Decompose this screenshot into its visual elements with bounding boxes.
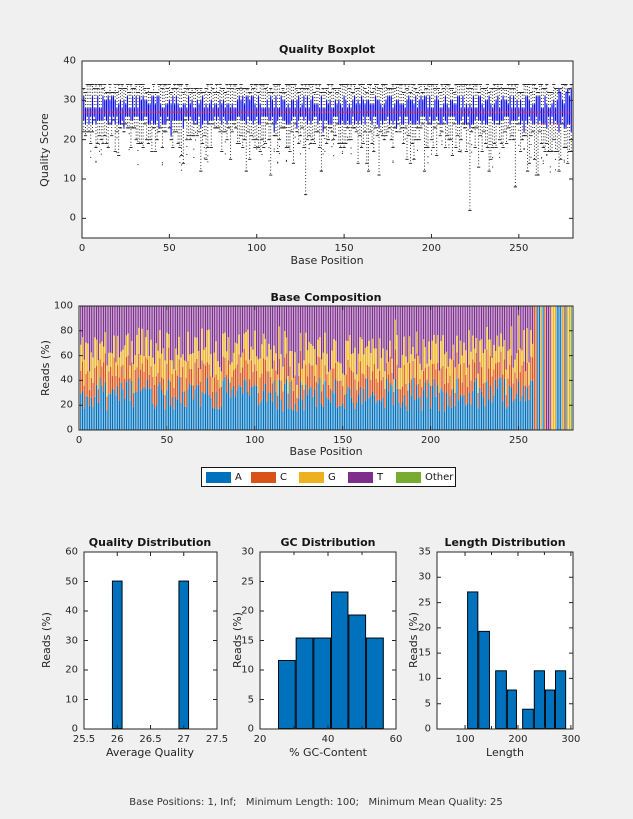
x-tick-label: 100	[247, 243, 267, 254]
y-tick-label: 25	[241, 576, 254, 587]
x-tick-label: 0	[75, 435, 83, 446]
x-tick-label: 250	[508, 435, 529, 446]
y-tick-label: 0	[71, 723, 78, 735]
x-tick-label: 300	[561, 734, 581, 745]
x-tick-label: 50	[162, 243, 176, 254]
x-tick-label: 27.5	[205, 734, 229, 745]
y-tick-label: 30	[65, 635, 78, 646]
y-tick-label: 15	[241, 635, 254, 646]
base-composition-legend: A C G T Other	[201, 467, 456, 487]
y-tick-label: 60	[60, 350, 73, 362]
gc-distribution-title: GC Distribution	[280, 536, 376, 549]
x-tick-label: 20	[253, 734, 267, 745]
y-tick-label: 60	[65, 546, 78, 558]
quality-boxplot-title: Quality Boxplot	[279, 43, 375, 56]
x-tick-label: 100	[245, 435, 265, 446]
y-tick-label: 10	[65, 694, 78, 705]
y-tick-label: 20	[63, 134, 76, 146]
legend-label-other: Other	[425, 472, 454, 483]
y-tick-label: 5	[424, 698, 431, 710]
x-tick-label: 60	[389, 734, 403, 745]
length-distribution-title: Length Distribution	[444, 536, 566, 549]
legend-swatch-other	[396, 472, 421, 483]
x-tick-label: 27	[177, 734, 191, 745]
x-tick-label: 25.5	[72, 734, 96, 745]
legend-label-a: A	[235, 472, 242, 483]
y-tick-label: 0	[69, 212, 76, 224]
y-tick-label: 15	[418, 647, 431, 659]
x-tick-label: 50	[160, 435, 174, 446]
y-tick-label: 5	[247, 694, 254, 705]
y-tick-label: 30	[63, 94, 76, 106]
y-tick-label: 20	[65, 664, 78, 676]
y-tick-label: 20	[60, 399, 73, 411]
length-distribution-ylabel: Reads (%)	[406, 612, 420, 668]
legend-label-t: T	[377, 472, 384, 483]
y-tick-label: 50	[65, 576, 78, 587]
legend-swatch-a	[206, 472, 231, 483]
y-tick-label: 40	[63, 55, 76, 67]
x-tick-label: 150	[334, 243, 354, 254]
x-tick-label: 200	[421, 435, 441, 446]
x-tick-label: 150	[333, 435, 353, 446]
y-tick-label: 100	[53, 300, 73, 312]
x-tick-label: 40	[321, 734, 335, 745]
gc-distribution-xlabel: % GC-Content	[289, 746, 367, 759]
x-tick-label: 100	[455, 734, 475, 745]
y-tick-label: 0	[247, 723, 254, 735]
base-composition-ylabel: Reads (%)	[38, 340, 52, 396]
quality-distribution-title: Quality Distribution	[88, 536, 212, 549]
y-tick-label: 30	[241, 546, 254, 558]
y-tick-label: 0	[424, 723, 431, 735]
x-tick-label: 0	[78, 243, 86, 254]
y-tick-label: 80	[60, 325, 73, 337]
y-tick-label: 0	[66, 424, 73, 436]
x-tick-label: 250	[509, 243, 529, 254]
y-tick-label: 25	[418, 597, 431, 609]
quality-distribution-xlabel: Average Quality	[106, 746, 194, 759]
quality-boxplot-xlabel: Base Position	[290, 254, 364, 267]
base-composition-xlabel: Base Position	[289, 445, 363, 458]
y-tick-label: 20	[418, 622, 431, 634]
base-composition-title: Base Composition	[270, 291, 382, 304]
y-tick-label: 10	[241, 664, 254, 676]
y-tick-label: 20	[241, 605, 254, 617]
y-tick-label: 10	[63, 173, 76, 185]
legend-label-c: C	[280, 472, 287, 483]
legend-swatch-t	[348, 472, 373, 483]
legend-swatch-c	[251, 472, 276, 483]
legend-swatch-g	[299, 472, 324, 483]
x-tick-label: 26.5	[139, 734, 162, 745]
y-tick-label: 40	[65, 605, 78, 617]
y-tick-label: 10	[418, 672, 431, 684]
x-tick-label: 200	[421, 243, 441, 254]
y-tick-label: 35	[418, 546, 431, 558]
filter-summary-caption: Base Positions: 1, Inf; Minimum Length: …	[129, 797, 503, 808]
length-distribution-xlabel: Length	[486, 746, 524, 759]
legend-label-g: G	[328, 472, 336, 483]
y-tick-label: 40	[60, 374, 73, 386]
x-tick-label: 26	[110, 734, 124, 745]
y-tick-label: 30	[418, 571, 431, 583]
x-tick-label: 200	[508, 734, 528, 745]
